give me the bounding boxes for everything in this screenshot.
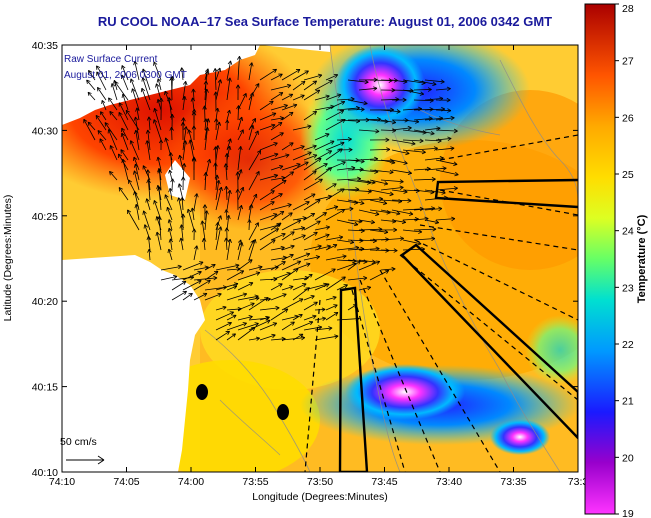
station-marker (196, 384, 208, 400)
surface-current-vectors (83, 56, 459, 342)
y-axis-label: Latitude (Degrees:Minutes) (2, 195, 14, 322)
scale-label: 50 cm/s (60, 436, 97, 448)
colorbar-tick-label: 24 (622, 226, 634, 238)
y-axis-ticks: 40:35 40:30 40:25 40:20 40:15 40:10 (32, 40, 578, 479)
figure-title: RU COOL NOAA–17 Sea Surface Temperature:… (98, 14, 552, 29)
colorbar-tick-label: 23 (622, 282, 634, 294)
x-axis-label: Longitude (Degrees:Minutes) (252, 491, 387, 503)
colorbar-tick-label: 26 (622, 112, 634, 124)
coastline (62, 255, 205, 472)
colorbar-tick-label: 20 (622, 452, 634, 464)
y-tick-label: 40:25 (32, 211, 58, 223)
x-tick-label: 74:10 (49, 476, 75, 488)
colorbar-label: Temperature (°C) (636, 214, 648, 303)
colorbar-ticks: 28 27 26 25 24 23 22 21 20 19 (615, 3, 634, 518)
colorbar-tick-label: 19 (622, 508, 634, 518)
colorbar (584, 3, 616, 515)
y-tick-label: 40:20 (32, 296, 58, 308)
radar-sector-outlines (338, 178, 578, 472)
scale-arrow (66, 455, 105, 465)
current-time-label: August 01, 2006 0300 GMT (64, 70, 187, 81)
radar-beam-lines (304, 134, 578, 472)
station-marker (277, 404, 289, 420)
y-tick-label: 40:30 (32, 125, 58, 137)
x-tick-label: 73:55 (242, 476, 268, 488)
x-tick-label: 74:05 (113, 476, 139, 488)
x-axis-ticks: 74:10 74:05 74:00 73:55 73:50 73:45 73:40 73:35… (49, 45, 589, 488)
x-tick-label: 73:50 (307, 476, 333, 488)
x-tick-label: 73:3 (568, 476, 589, 488)
colorbar-tick-label: 27 (622, 56, 634, 68)
y-tick-label: 40:35 (32, 40, 58, 52)
colorbar-tick-label: 21 (622, 396, 634, 408)
current-label: Raw Surface Current (64, 54, 158, 65)
y-tick-label: 40:15 (32, 382, 58, 394)
colorbar-tick-label: 22 (622, 339, 634, 351)
colorbar-tick-label: 28 (622, 3, 634, 15)
colorbar-tick-label: 25 (622, 169, 634, 181)
x-tick-label: 73:35 (500, 476, 526, 488)
y-tick-label: 40:10 (32, 467, 58, 479)
x-tick-label: 73:40 (436, 476, 462, 488)
x-tick-label: 73:45 (371, 476, 397, 488)
x-tick-label: 74:00 (178, 476, 204, 488)
sst-map (62, 45, 578, 472)
land-mass (62, 45, 260, 125)
